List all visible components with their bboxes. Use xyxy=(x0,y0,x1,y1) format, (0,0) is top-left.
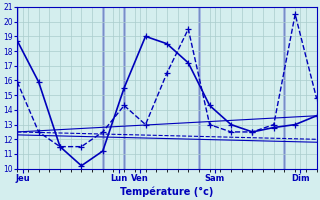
X-axis label: Température (°c): Température (°c) xyxy=(120,186,213,197)
